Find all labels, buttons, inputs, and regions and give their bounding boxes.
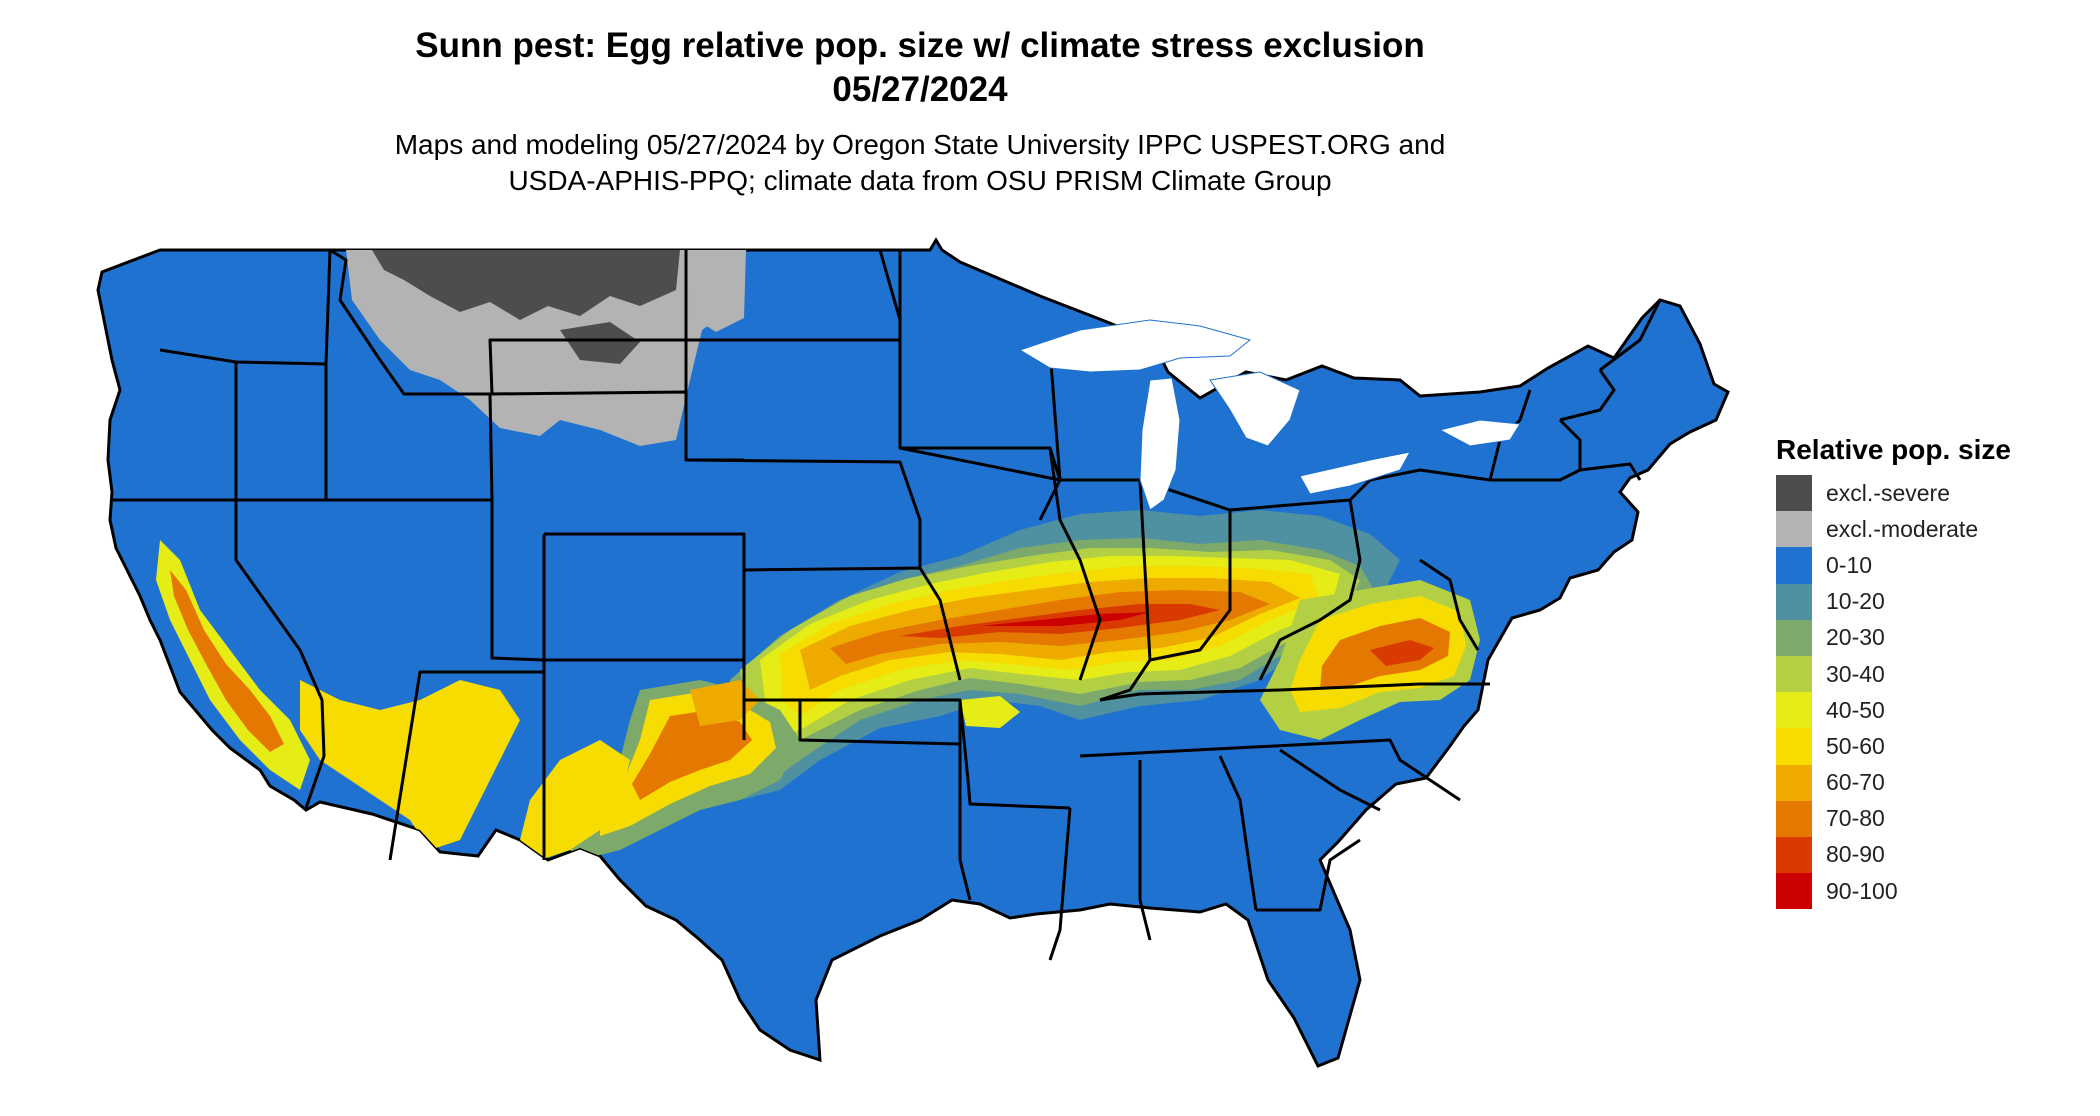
great-lakes (1018, 319, 1521, 511)
legend-label: 0-10 (1826, 551, 1873, 578)
band-90-100 (980, 612, 1150, 626)
lake-ontario (1438, 419, 1521, 447)
lake-superior (1018, 319, 1252, 373)
band-south-70-80 (632, 710, 752, 800)
legend-label: excl.-moderate (1826, 515, 1979, 542)
legend-label: 70-80 (1826, 805, 1885, 832)
legend-swatch (1776, 511, 1812, 548)
band-va-90-100 (1370, 640, 1434, 666)
legend-item: 80-90 (1776, 836, 2096, 874)
legend-swatch (1776, 583, 1812, 620)
excl-severe-zone (372, 250, 680, 320)
legend-item: excl.-severe (1776, 475, 2096, 512)
legend-items: excl.-severe excl.-moderate 0-10 10-20 20-30… (1776, 475, 2096, 910)
band-nm-50-60 (520, 740, 630, 860)
legend-label: 60-70 (1826, 769, 1885, 796)
excl-severe-patch (560, 322, 640, 364)
excl-moderate-zone-east (684, 250, 746, 332)
legend-swatch (1776, 692, 1812, 729)
legend-item: 30-40 (1776, 655, 2096, 693)
us-map (96, 237, 1730, 1068)
map-title: Sunn pest: Egg relative pop. size w/ cli… (415, 26, 1425, 65)
legend-swatch (1776, 836, 1812, 874)
legend-title: Relative pop. size (1776, 434, 2011, 465)
legend-label: 10-20 (1826, 588, 1885, 615)
legend-swatch (1776, 619, 1812, 656)
legend-swatch (1776, 655, 1812, 693)
lake-huron (1209, 371, 1301, 447)
lake-michigan (1139, 377, 1181, 511)
legend-label: 40-50 (1826, 696, 1885, 723)
legend-item: 10-20 (1776, 583, 2096, 620)
map-subtitle-line-1: Maps and modeling 05/27/2024 by Oregon S… (394, 129, 1446, 160)
legend-label: 50-60 (1826, 732, 1885, 759)
map-legend: Relative pop. size excl.-severe excl.-mod… (1776, 433, 2096, 910)
legend-item: 90-100 (1776, 873, 2096, 910)
map-date-title: 05/27/2024 (832, 70, 1008, 109)
band-ar-40-50 (960, 696, 1020, 728)
legend-item: 50-60 (1776, 728, 2096, 765)
legend-item: 40-50 (1776, 692, 2096, 729)
legend-item: 0-10 (1776, 547, 2096, 584)
legend-swatch (1776, 873, 1812, 910)
band-sw-50-60 (300, 680, 520, 850)
lake-erie (1299, 451, 1411, 495)
legend-label: 20-30 (1826, 624, 1885, 651)
legend-swatch (1776, 728, 1812, 765)
legend-swatch (1776, 764, 1812, 801)
legend-swatch (1776, 547, 1812, 584)
map-subtitle-line-2: USDA-APHIS-PPQ; climate data from OSU PR… (508, 165, 1332, 196)
legend-label: 90-100 (1826, 877, 1898, 904)
legend-item: 20-30 (1776, 619, 2096, 656)
legend-label: excl.-severe (1826, 479, 1950, 506)
legend-label: 80-90 (1826, 841, 1885, 868)
legend-swatch (1776, 475, 1812, 512)
legend-item: excl.-moderate (1776, 511, 2096, 548)
legend-swatch (1776, 800, 1812, 837)
legend-item: 60-70 (1776, 764, 2096, 801)
legend-item: 70-80 (1776, 800, 2096, 837)
legend-label: 30-40 (1826, 660, 1885, 687)
band-ca-70-80 (170, 570, 284, 752)
state-boundaries (110, 248, 1662, 961)
